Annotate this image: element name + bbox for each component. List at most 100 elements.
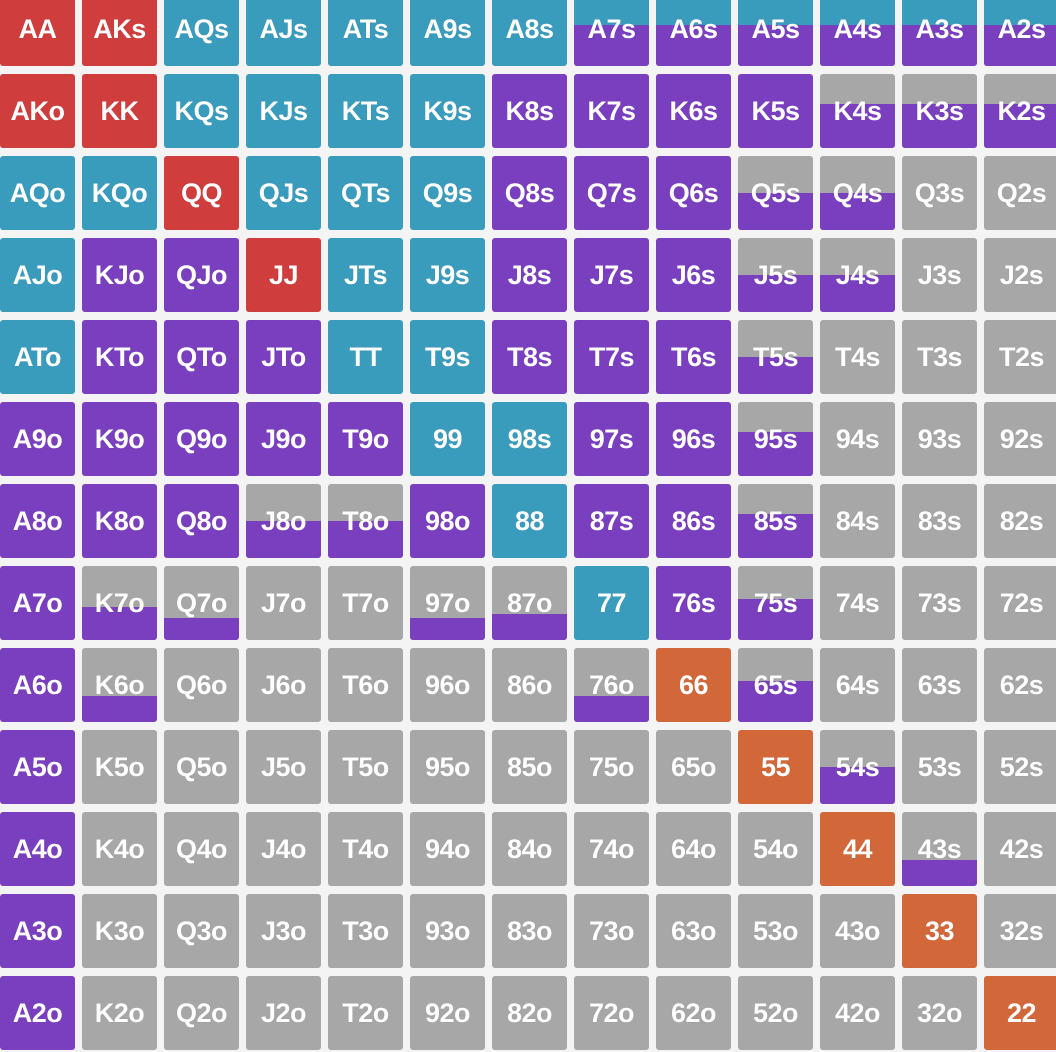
hand-cell-92o[interactable]: 92o (410, 976, 485, 1050)
hand-cell-64s[interactable]: 64s (820, 648, 895, 722)
hand-cell-a2s[interactable]: A2s (984, 0, 1056, 66)
hand-cell-q2o[interactable]: Q2o (164, 976, 239, 1050)
hand-cell-t8o[interactable]: T8o (328, 484, 403, 558)
hand-cell-k9s[interactable]: K9s (410, 74, 485, 148)
hand-cell-86s[interactable]: 86s (656, 484, 731, 558)
hand-cell-97o[interactable]: 97o (410, 566, 485, 640)
hand-cell-qts[interactable]: QTs (328, 156, 403, 230)
hand-cell-99[interactable]: 99 (410, 402, 485, 476)
hand-cell-ajs[interactable]: AJs (246, 0, 321, 66)
hand-cell-83s[interactable]: 83s (902, 484, 977, 558)
hand-cell-aqo[interactable]: AQo (0, 156, 75, 230)
hand-cell-85s[interactable]: 85s (738, 484, 813, 558)
hand-cell-jts[interactable]: JTs (328, 238, 403, 312)
hand-cell-j7o[interactable]: J7o (246, 566, 321, 640)
hand-cell-k2o[interactable]: K2o (82, 976, 157, 1050)
hand-cell-t7o[interactable]: T7o (328, 566, 403, 640)
hand-cell-k7o[interactable]: K7o (82, 566, 157, 640)
hand-cell-j3s[interactable]: J3s (902, 238, 977, 312)
hand-cell-j9o[interactable]: J9o (246, 402, 321, 476)
hand-cell-83o[interactable]: 83o (492, 894, 567, 968)
hand-cell-93o[interactable]: 93o (410, 894, 485, 968)
hand-cell-a4s[interactable]: A4s (820, 0, 895, 66)
hand-cell-k4s[interactable]: K4s (820, 74, 895, 148)
hand-cell-k8o[interactable]: K8o (82, 484, 157, 558)
hand-cell-a7s[interactable]: A7s (574, 0, 649, 66)
hand-cell-a5o[interactable]: A5o (0, 730, 75, 804)
hand-cell-qjs[interactable]: QJs (246, 156, 321, 230)
hand-cell-a4o[interactable]: A4o (0, 812, 75, 886)
hand-cell-kqo[interactable]: KQo (82, 156, 157, 230)
hand-cell-k6o[interactable]: K6o (82, 648, 157, 722)
hand-cell-76s[interactable]: 76s (656, 566, 731, 640)
hand-cell-j8s[interactable]: J8s (492, 238, 567, 312)
hand-cell-a5s[interactable]: A5s (738, 0, 813, 66)
hand-cell-k4o[interactable]: K4o (82, 812, 157, 886)
hand-cell-k7s[interactable]: K7s (574, 74, 649, 148)
hand-cell-a7o[interactable]: A7o (0, 566, 75, 640)
hand-cell-qto[interactable]: QTo (164, 320, 239, 394)
hand-cell-75o[interactable]: 75o (574, 730, 649, 804)
hand-cell-93s[interactable]: 93s (902, 402, 977, 476)
hand-cell-t4o[interactable]: T4o (328, 812, 403, 886)
hand-cell-87s[interactable]: 87s (574, 484, 649, 558)
hand-cell-64o[interactable]: 64o (656, 812, 731, 886)
hand-cell-87o[interactable]: 87o (492, 566, 567, 640)
hand-cell-q9s[interactable]: Q9s (410, 156, 485, 230)
hand-cell-t9s[interactable]: T9s (410, 320, 485, 394)
hand-cell-k6s[interactable]: K6s (656, 74, 731, 148)
hand-cell-a6s[interactable]: A6s (656, 0, 731, 66)
hand-cell-k5o[interactable]: K5o (82, 730, 157, 804)
hand-cell-65s[interactable]: 65s (738, 648, 813, 722)
hand-cell-j5s[interactable]: J5s (738, 238, 813, 312)
hand-cell-q5s[interactable]: Q5s (738, 156, 813, 230)
hand-cell-72s[interactable]: 72s (984, 566, 1056, 640)
hand-cell-k3s[interactable]: K3s (902, 74, 977, 148)
hand-cell-a3s[interactable]: A3s (902, 0, 977, 66)
hand-cell-72o[interactable]: 72o (574, 976, 649, 1050)
hand-cell-q6o[interactable]: Q6o (164, 648, 239, 722)
hand-cell-42s[interactable]: 42s (984, 812, 1056, 886)
hand-cell-t6o[interactable]: T6o (328, 648, 403, 722)
hand-cell-q8s[interactable]: Q8s (492, 156, 567, 230)
hand-cell-aqs[interactable]: AQs (164, 0, 239, 66)
hand-cell-96s[interactable]: 96s (656, 402, 731, 476)
hand-cell-q7o[interactable]: Q7o (164, 566, 239, 640)
hand-cell-t6s[interactable]: T6s (656, 320, 731, 394)
hand-cell-qq[interactable]: QQ (164, 156, 239, 230)
hand-cell-74o[interactable]: 74o (574, 812, 649, 886)
hand-cell-73o[interactable]: 73o (574, 894, 649, 968)
hand-cell-95s[interactable]: 95s (738, 402, 813, 476)
hand-cell-22[interactable]: 22 (984, 976, 1056, 1050)
hand-cell-t2o[interactable]: T2o (328, 976, 403, 1050)
hand-cell-j5o[interactable]: J5o (246, 730, 321, 804)
hand-cell-62s[interactable]: 62s (984, 648, 1056, 722)
hand-cell-a8o[interactable]: A8o (0, 484, 75, 558)
hand-cell-54s[interactable]: 54s (820, 730, 895, 804)
hand-cell-95o[interactable]: 95o (410, 730, 485, 804)
hand-cell-52s[interactable]: 52s (984, 730, 1056, 804)
hand-cell-kk[interactable]: KK (82, 74, 157, 148)
hand-cell-52o[interactable]: 52o (738, 976, 813, 1050)
hand-cell-33[interactable]: 33 (902, 894, 977, 968)
hand-cell-j4o[interactable]: J4o (246, 812, 321, 886)
hand-cell-t3o[interactable]: T3o (328, 894, 403, 968)
hand-cell-53s[interactable]: 53s (902, 730, 977, 804)
hand-cell-j8o[interactable]: J8o (246, 484, 321, 558)
hand-cell-75s[interactable]: 75s (738, 566, 813, 640)
hand-cell-k8s[interactable]: K8s (492, 74, 567, 148)
hand-cell-a9s[interactable]: A9s (410, 0, 485, 66)
hand-cell-86o[interactable]: 86o (492, 648, 567, 722)
hand-cell-kjo[interactable]: KJo (82, 238, 157, 312)
hand-cell-q3o[interactable]: Q3o (164, 894, 239, 968)
hand-cell-a9o[interactable]: A9o (0, 402, 75, 476)
hand-cell-k9o[interactable]: K9o (82, 402, 157, 476)
hand-cell-98s[interactable]: 98s (492, 402, 567, 476)
hand-cell-43s[interactable]: 43s (902, 812, 977, 886)
hand-cell-jj[interactable]: JJ (246, 238, 321, 312)
hand-cell-qjo[interactable]: QJo (164, 238, 239, 312)
hand-cell-85o[interactable]: 85o (492, 730, 567, 804)
hand-cell-kqs[interactable]: KQs (164, 74, 239, 148)
hand-cell-55[interactable]: 55 (738, 730, 813, 804)
hand-cell-t4s[interactable]: T4s (820, 320, 895, 394)
